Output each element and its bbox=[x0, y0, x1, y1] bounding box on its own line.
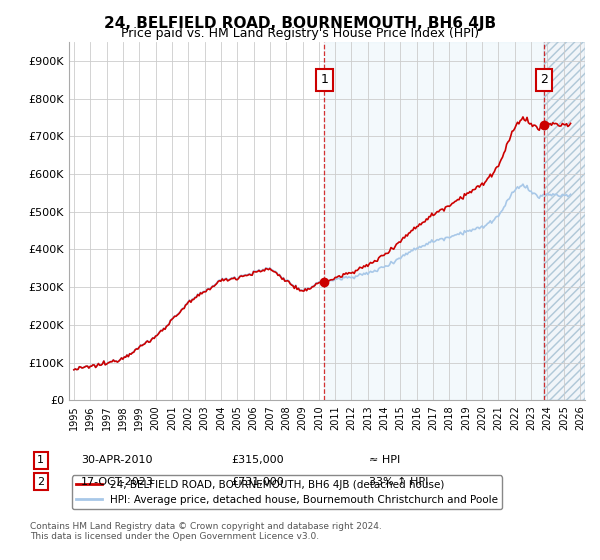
Text: ≈ HPI: ≈ HPI bbox=[369, 455, 400, 465]
Text: 30-APR-2010: 30-APR-2010 bbox=[81, 455, 152, 465]
Legend: 24, BELFIELD ROAD, BOURNEMOUTH, BH6 4JB (detached house), HPI: Average price, de: 24, BELFIELD ROAD, BOURNEMOUTH, BH6 4JB … bbox=[71, 475, 502, 509]
Text: 1: 1 bbox=[320, 73, 328, 86]
Text: 17-OCT-2023: 17-OCT-2023 bbox=[81, 477, 154, 487]
Text: £315,000: £315,000 bbox=[231, 455, 284, 465]
Text: 1: 1 bbox=[37, 455, 44, 465]
Text: 24, BELFIELD ROAD, BOURNEMOUTH, BH6 4JB: 24, BELFIELD ROAD, BOURNEMOUTH, BH6 4JB bbox=[104, 16, 496, 31]
Text: 2: 2 bbox=[37, 477, 44, 487]
Text: Price paid vs. HM Land Registry's House Price Index (HPI): Price paid vs. HM Land Registry's House … bbox=[121, 27, 479, 40]
Bar bbox=[324, 42, 544, 400]
Text: £731,000: £731,000 bbox=[231, 477, 284, 487]
Bar bbox=[544, 42, 585, 400]
Text: Contains HM Land Registry data © Crown copyright and database right 2024.
This d: Contains HM Land Registry data © Crown c… bbox=[30, 522, 382, 542]
Bar bbox=[544, 42, 585, 400]
Text: 33% ↑ HPI: 33% ↑ HPI bbox=[369, 477, 428, 487]
Text: 2: 2 bbox=[540, 73, 548, 86]
